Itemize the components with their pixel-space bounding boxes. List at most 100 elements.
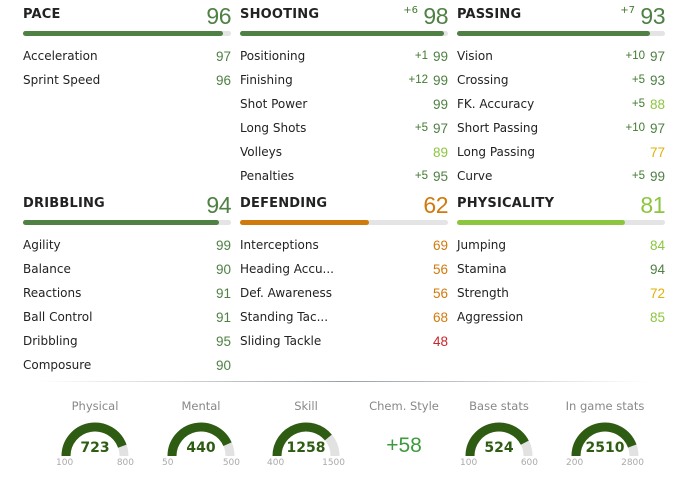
category-title: PHYSICALITY — [457, 196, 555, 211]
summary-physical: Physical 723 100 800 — [45, 396, 145, 476]
category-title: SHOOTING — [240, 7, 320, 22]
chem-style-value: +58 — [386, 434, 422, 457]
stat-label: Finishing — [240, 73, 293, 87]
stat-value: 77 — [649, 145, 665, 160]
stat-bonus: +1 — [414, 50, 428, 62]
stat-bonus: +5 — [414, 170, 428, 182]
gauge-fill — [167, 422, 232, 457]
stat-label: Def. Awareness — [240, 286, 333, 300]
stat-bonus: +5 — [631, 74, 645, 86]
stat-row: Stamina 94 — [457, 262, 665, 282]
stat-value: 72 — [649, 286, 665, 301]
summary-label: Physical — [71, 399, 119, 413]
stat-label: Volleys — [240, 145, 283, 159]
stat-value: 97 — [649, 121, 665, 136]
stat-bonus: +5 — [631, 98, 645, 110]
stat-value: 96 — [215, 73, 231, 88]
category-physicality: PHYSICALITY 81 Jumping 84 Stamina 94 Stre… — [457, 189, 665, 369]
stat-value: 99 — [649, 169, 665, 184]
stat-label: Interceptions — [240, 238, 319, 252]
stat-label: Aggression — [457, 310, 524, 324]
stat-row: FK. Accuracy +5 88 — [457, 97, 665, 117]
stat-label: Standing Tac... — [240, 310, 329, 324]
gauge-value: 2510 — [585, 440, 625, 456]
gauge-max: 1500 — [322, 458, 345, 468]
summary-label: Mental — [181, 399, 221, 413]
category-title: PASSING — [457, 7, 522, 22]
category-bonus: +6 — [403, 5, 418, 16]
category-bar — [23, 31, 231, 36]
stat-label: Penalties — [240, 169, 295, 183]
stat-value: 91 — [215, 286, 231, 301]
summary-mental: Mental 440 50 500 — [151, 396, 251, 476]
stat-bonus: +12 — [408, 74, 428, 86]
stat-bonus: +5 — [631, 170, 645, 182]
gauge-arc — [167, 422, 235, 457]
stat-label: Heading Accu... — [240, 262, 334, 276]
gauge-max: 2800 — [621, 458, 644, 468]
category-title: DRIBBLING — [23, 196, 105, 211]
category-bar — [240, 31, 448, 36]
stat-value: 99 — [432, 97, 448, 112]
gauge-arc — [272, 422, 340, 457]
summary-skill: Skill 1258 400 1500 — [256, 396, 356, 476]
stat-value: 97 — [432, 121, 448, 136]
gauge-value: 1258 — [286, 440, 326, 456]
stat-label: Reactions — [23, 286, 82, 300]
stat-row: Shot Power 99 — [240, 97, 448, 117]
stat-value: 56 — [432, 286, 448, 301]
gauge-fill — [465, 422, 529, 457]
category-bar-fill — [23, 31, 223, 36]
stat-value: 99 — [432, 49, 448, 64]
stat-bonus: +5 — [414, 122, 428, 134]
stat-value: 95 — [432, 169, 448, 184]
category-pace: PACE 96 Acceleration 97 Sprint Speed 96 — [23, 0, 231, 180]
gauge-min: 100 — [460, 458, 478, 468]
category-passing: PASSING 93 +7 Vision +10 97 Crossing +5 93… — [457, 0, 665, 184]
stat-label: Sliding Tackle — [240, 334, 322, 348]
category-bar-fill — [457, 220, 626, 225]
gauge-fill — [61, 422, 127, 457]
stat-value: 84 — [649, 238, 665, 253]
stat-label: Agility — [23, 238, 61, 252]
category-bar — [457, 220, 665, 225]
gauge-value: 440 — [186, 440, 216, 456]
stat-label: Curve — [457, 169, 493, 183]
category-bar-fill — [240, 31, 444, 36]
category-rating: 81 — [640, 192, 665, 218]
gauge-max: 500 — [222, 458, 240, 468]
stat-label: Long Shots — [240, 121, 307, 135]
stat-row: Heading Accu... 56 — [240, 262, 448, 282]
stat-row: Positioning +1 99 — [240, 49, 448, 69]
stat-row: Dribbling 95 — [23, 334, 231, 354]
stat-label: Short Passing — [457, 121, 539, 135]
category-bar — [457, 31, 665, 36]
stat-value: 68 — [432, 310, 448, 325]
category-rating: 96 — [206, 3, 231, 29]
stat-value: 69 — [432, 238, 448, 253]
stat-row: Ball Control 91 — [23, 310, 231, 330]
stat-value: 56 — [432, 262, 448, 277]
stat-row: Long Passing 77 — [457, 145, 665, 165]
divider — [40, 381, 650, 382]
category-bar-fill — [23, 220, 219, 225]
stat-value: 97 — [649, 49, 665, 64]
stat-value: 93 — [649, 73, 665, 88]
stat-label: Dribbling — [23, 334, 78, 348]
stat-row: Acceleration 97 — [23, 49, 231, 69]
category-rating: 93 — [640, 3, 665, 29]
category-shooting: SHOOTING 98 +6 Positioning +1 99 Finishing… — [240, 0, 448, 184]
stat-label: Positioning — [240, 49, 306, 63]
category-rating: 94 — [206, 192, 231, 218]
stat-value: 48 — [432, 334, 448, 349]
stat-row: Vision +10 97 — [457, 49, 665, 69]
summary-label: Chem. Style — [369, 399, 439, 413]
category-dribbling: DRIBBLING 94 Agility 99 Balance 90 Reacti… — [23, 189, 231, 373]
stat-label: Composure — [23, 358, 92, 372]
gauge-arc — [465, 422, 533, 457]
stat-row: Volleys 89 — [240, 145, 448, 165]
stat-label: Vision — [457, 49, 493, 63]
stat-row: Def. Awareness 56 — [240, 286, 448, 306]
category-title: DEFENDING — [240, 196, 328, 211]
stat-value: 97 — [215, 49, 231, 64]
